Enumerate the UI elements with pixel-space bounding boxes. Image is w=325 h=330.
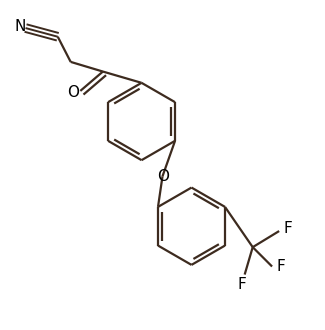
Text: N: N [14, 19, 25, 34]
Text: O: O [157, 169, 169, 184]
Text: O: O [67, 85, 79, 100]
Text: F: F [277, 259, 285, 274]
Text: F: F [238, 277, 246, 292]
Text: F: F [284, 221, 293, 236]
